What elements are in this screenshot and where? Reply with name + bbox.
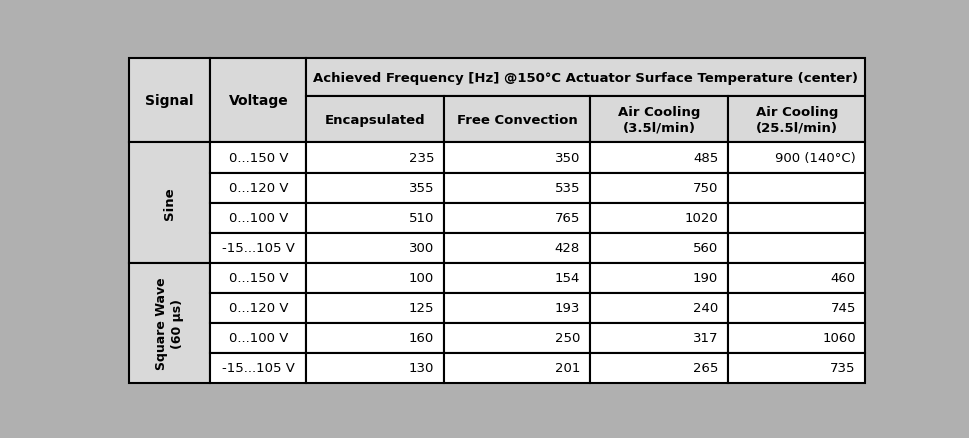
Text: 190: 190 — [692, 272, 717, 285]
Bar — [590, 323, 727, 353]
Text: Voltage: Voltage — [229, 94, 288, 108]
Bar — [444, 203, 590, 233]
Text: -15...105 V: -15...105 V — [222, 362, 295, 374]
Bar — [306, 323, 444, 353]
Text: 535: 535 — [554, 182, 579, 194]
Text: Achieved Frequency [Hz] @150°C Actuator Surface Temperature (center): Achieved Frequency [Hz] @150°C Actuator … — [313, 71, 858, 85]
Bar — [590, 173, 727, 203]
Text: 250: 250 — [554, 332, 579, 345]
Bar — [210, 353, 306, 383]
Text: 193: 193 — [554, 302, 579, 314]
Text: 1060: 1060 — [822, 332, 855, 345]
Text: 154: 154 — [554, 272, 579, 285]
Text: 130: 130 — [409, 362, 434, 374]
Text: Air Cooling
(25.5l/min): Air Cooling (25.5l/min) — [755, 105, 837, 134]
Text: 735: 735 — [829, 362, 855, 374]
Text: 485: 485 — [692, 152, 717, 165]
Bar — [444, 293, 590, 323]
Bar — [306, 173, 444, 203]
Bar — [444, 173, 590, 203]
Bar — [210, 173, 306, 203]
Bar — [444, 323, 590, 353]
Bar — [306, 59, 864, 96]
Bar — [590, 203, 727, 233]
Bar — [590, 263, 727, 293]
Bar — [210, 263, 306, 293]
Bar — [727, 203, 864, 233]
Bar — [129, 143, 210, 263]
Bar — [444, 143, 590, 173]
Bar — [590, 96, 727, 143]
Bar — [444, 353, 590, 383]
Text: Signal: Signal — [145, 94, 194, 108]
Bar — [210, 203, 306, 233]
Text: Free Convection: Free Convection — [456, 113, 577, 126]
Bar — [306, 353, 444, 383]
Bar — [727, 323, 864, 353]
Text: 1020: 1020 — [684, 212, 717, 225]
Text: 745: 745 — [829, 302, 855, 314]
Text: 100: 100 — [409, 272, 434, 285]
Text: 317: 317 — [692, 332, 717, 345]
Text: 201: 201 — [554, 362, 579, 374]
Text: 510: 510 — [409, 212, 434, 225]
Bar — [306, 293, 444, 323]
Bar — [306, 143, 444, 173]
Bar — [590, 353, 727, 383]
Text: 0...150 V: 0...150 V — [229, 272, 288, 285]
Bar — [210, 323, 306, 353]
Bar — [129, 59, 210, 143]
Text: 460: 460 — [829, 272, 855, 285]
Text: -15...105 V: -15...105 V — [222, 242, 295, 254]
Bar — [306, 203, 444, 233]
Text: 265: 265 — [692, 362, 717, 374]
Bar — [727, 353, 864, 383]
Text: 300: 300 — [409, 242, 434, 254]
Text: 350: 350 — [554, 152, 579, 165]
Bar — [210, 293, 306, 323]
Bar — [306, 233, 444, 263]
Text: 0...120 V: 0...120 V — [229, 302, 288, 314]
Bar — [727, 143, 864, 173]
Bar — [306, 96, 444, 143]
Text: 750: 750 — [692, 182, 717, 194]
Bar — [210, 59, 306, 143]
Bar — [444, 96, 590, 143]
Text: Air Cooling
(3.5l/min): Air Cooling (3.5l/min) — [617, 105, 700, 134]
Text: 0...150 V: 0...150 V — [229, 152, 288, 165]
Text: 428: 428 — [554, 242, 579, 254]
Text: 765: 765 — [554, 212, 579, 225]
Bar — [590, 143, 727, 173]
Bar — [444, 263, 590, 293]
Text: 0...120 V: 0...120 V — [229, 182, 288, 194]
Bar — [727, 293, 864, 323]
Text: 0...100 V: 0...100 V — [229, 332, 288, 345]
Bar — [590, 233, 727, 263]
Text: 0...100 V: 0...100 V — [229, 212, 288, 225]
Text: Sine: Sine — [163, 187, 176, 219]
Bar — [727, 233, 864, 263]
Text: 125: 125 — [408, 302, 434, 314]
Bar — [210, 143, 306, 173]
Bar — [210, 233, 306, 263]
Bar — [727, 96, 864, 143]
Bar — [444, 233, 590, 263]
Text: 900 (140°C): 900 (140°C) — [774, 152, 855, 165]
Bar — [590, 293, 727, 323]
Bar — [306, 263, 444, 293]
Text: 355: 355 — [408, 182, 434, 194]
Text: 560: 560 — [692, 242, 717, 254]
Text: 160: 160 — [409, 332, 434, 345]
Bar — [727, 263, 864, 293]
Text: Square Wave
(60 µs): Square Wave (60 µs) — [155, 277, 184, 369]
Text: 240: 240 — [692, 302, 717, 314]
Text: Encapsulated: Encapsulated — [325, 113, 425, 126]
Text: 235: 235 — [408, 152, 434, 165]
Bar — [129, 263, 210, 383]
Bar — [727, 173, 864, 203]
